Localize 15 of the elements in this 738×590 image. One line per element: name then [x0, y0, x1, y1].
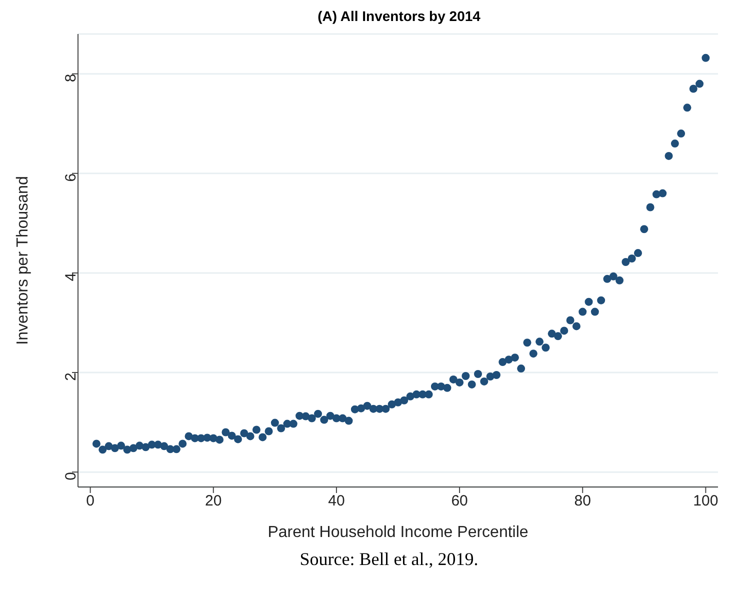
x-tick-label: 60 [451, 492, 468, 510]
chart-title: (A) All Inventors by 2014 [316, 8, 482, 24]
x-tick-label: 0 [86, 492, 94, 510]
y-tick-label: 0 [62, 472, 80, 480]
x-tick-label: 100 [693, 492, 718, 510]
y-axis-title: Inventors per Thousand [14, 176, 32, 345]
x-axis-title: Parent Household Income Percentile [268, 524, 528, 541]
x-tick-label: 40 [328, 492, 345, 510]
source-note: Source: Bell et al., 2019. [298, 549, 480, 570]
x-tick-label: 80 [574, 492, 591, 510]
y-tick-label: 8 [62, 74, 80, 82]
y-tick-label: 2 [62, 372, 80, 381]
y-tick-label: 6 [62, 173, 80, 182]
y-tick-label: 4 [62, 272, 80, 282]
x-tick-label: 20 [205, 492, 222, 510]
